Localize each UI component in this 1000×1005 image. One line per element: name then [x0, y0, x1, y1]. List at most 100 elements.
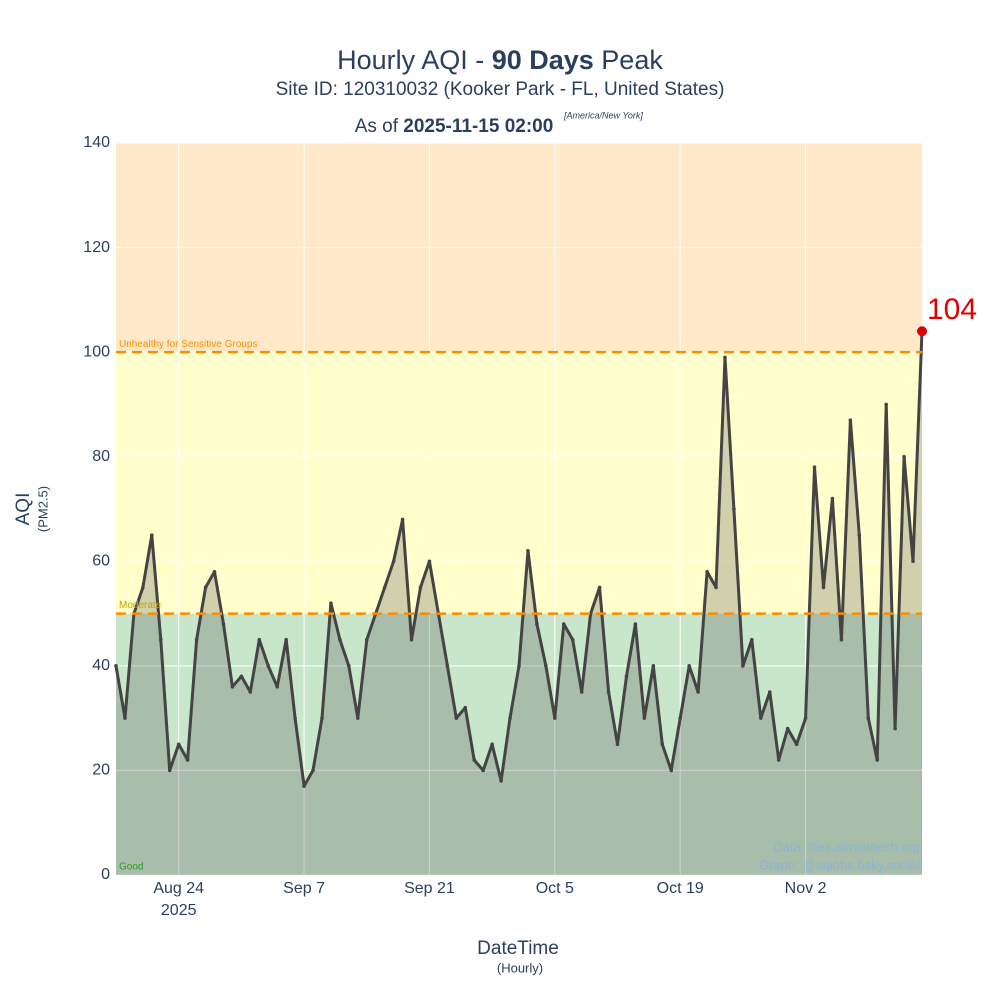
point [221, 622, 226, 626]
point [750, 637, 754, 642]
aqi-band [116, 352, 922, 614]
x-tick-year: 2025 [161, 902, 197, 919]
y-tick-label: 0 [101, 866, 110, 883]
as-of-prefix: As of [355, 116, 404, 137]
point [481, 768, 485, 773]
x-axis-sublabel: (Hourly) [497, 960, 543, 975]
point [391, 559, 396, 564]
point [203, 585, 208, 590]
point [642, 716, 647, 720]
point [553, 716, 557, 720]
y-axis-sublabel: (PM2.5) [35, 486, 50, 532]
point [266, 664, 271, 668]
timezone: [America/New York] [563, 110, 643, 120]
point [114, 664, 118, 668]
point [176, 742, 181, 747]
point [705, 569, 709, 574]
subtitle: Site ID: 120310032 (Kooker Park - FL, Un… [276, 79, 725, 100]
title-bold: 90 Days [492, 45, 594, 75]
point [544, 664, 548, 668]
point [732, 507, 736, 511]
point [150, 533, 154, 537]
title-prefix: Hourly AQI - [337, 45, 492, 75]
point [633, 622, 638, 626]
point [687, 664, 691, 668]
x-tick-label: Sep 21 [404, 880, 455, 897]
y-tick-label: 80 [92, 448, 110, 465]
point [490, 742, 494, 747]
point [141, 585, 145, 590]
point [454, 716, 459, 720]
x-axis-label: DateTime [477, 938, 559, 959]
point [400, 517, 405, 522]
point [651, 664, 656, 668]
point [606, 690, 611, 694]
x-tick-label: Nov 2 [785, 880, 827, 897]
band-label: Moderate [119, 600, 162, 611]
x-tick-label: Oct 19 [657, 880, 704, 897]
point [884, 402, 888, 407]
y-tick-label: 140 [83, 134, 110, 151]
peak-marker [917, 326, 927, 337]
point [723, 355, 727, 360]
point [347, 664, 351, 668]
point [741, 664, 745, 668]
point [902, 454, 906, 459]
point [830, 496, 835, 501]
point [257, 637, 262, 642]
y-tick-label: 20 [92, 762, 110, 779]
point [364, 637, 369, 642]
point [803, 716, 808, 720]
point [794, 742, 799, 747]
point [382, 585, 387, 590]
point [696, 690, 700, 694]
band-label: Unhealthy for Sensitive Groups [119, 339, 257, 350]
point [329, 601, 333, 605]
point [624, 674, 629, 679]
point [893, 726, 897, 731]
point [812, 465, 817, 469]
point [875, 758, 880, 762]
point [445, 664, 450, 668]
chart-title: Hourly AQI - 90 Days Peak [337, 45, 663, 75]
point [857, 533, 862, 537]
point [338, 637, 342, 642]
point [293, 716, 297, 720]
point [248, 690, 253, 694]
x-tick-label: Sep 7 [283, 880, 325, 897]
y-tick-label: 40 [92, 657, 110, 674]
point [418, 585, 423, 590]
y-tick-label: 60 [92, 553, 110, 570]
point [158, 637, 163, 642]
y-tick-label: 120 [83, 239, 110, 256]
point [669, 768, 674, 773]
x-tick-label: Aug 24 [153, 880, 204, 897]
point [839, 637, 844, 642]
x-tick-label: Oct 5 [536, 880, 574, 897]
point [167, 768, 172, 773]
point [320, 716, 324, 720]
area [116, 331, 922, 875]
point [848, 418, 853, 422]
peak-label: 104 [927, 293, 977, 326]
point [759, 716, 763, 720]
point [767, 690, 772, 694]
point [284, 637, 288, 642]
point [678, 716, 682, 720]
point [714, 585, 718, 590]
point [356, 716, 360, 720]
y-axis-label: AQI [13, 493, 34, 526]
point [526, 549, 530, 553]
point [911, 559, 915, 564]
point [866, 716, 871, 720]
point [535, 622, 539, 626]
point [230, 684, 235, 689]
point [311, 768, 315, 773]
point [597, 585, 602, 590]
point [212, 569, 217, 574]
point [275, 684, 280, 689]
point [821, 585, 826, 590]
point [499, 779, 503, 783]
as-of: As of 2025-11-15 02:00 [355, 116, 554, 137]
point [660, 742, 665, 747]
